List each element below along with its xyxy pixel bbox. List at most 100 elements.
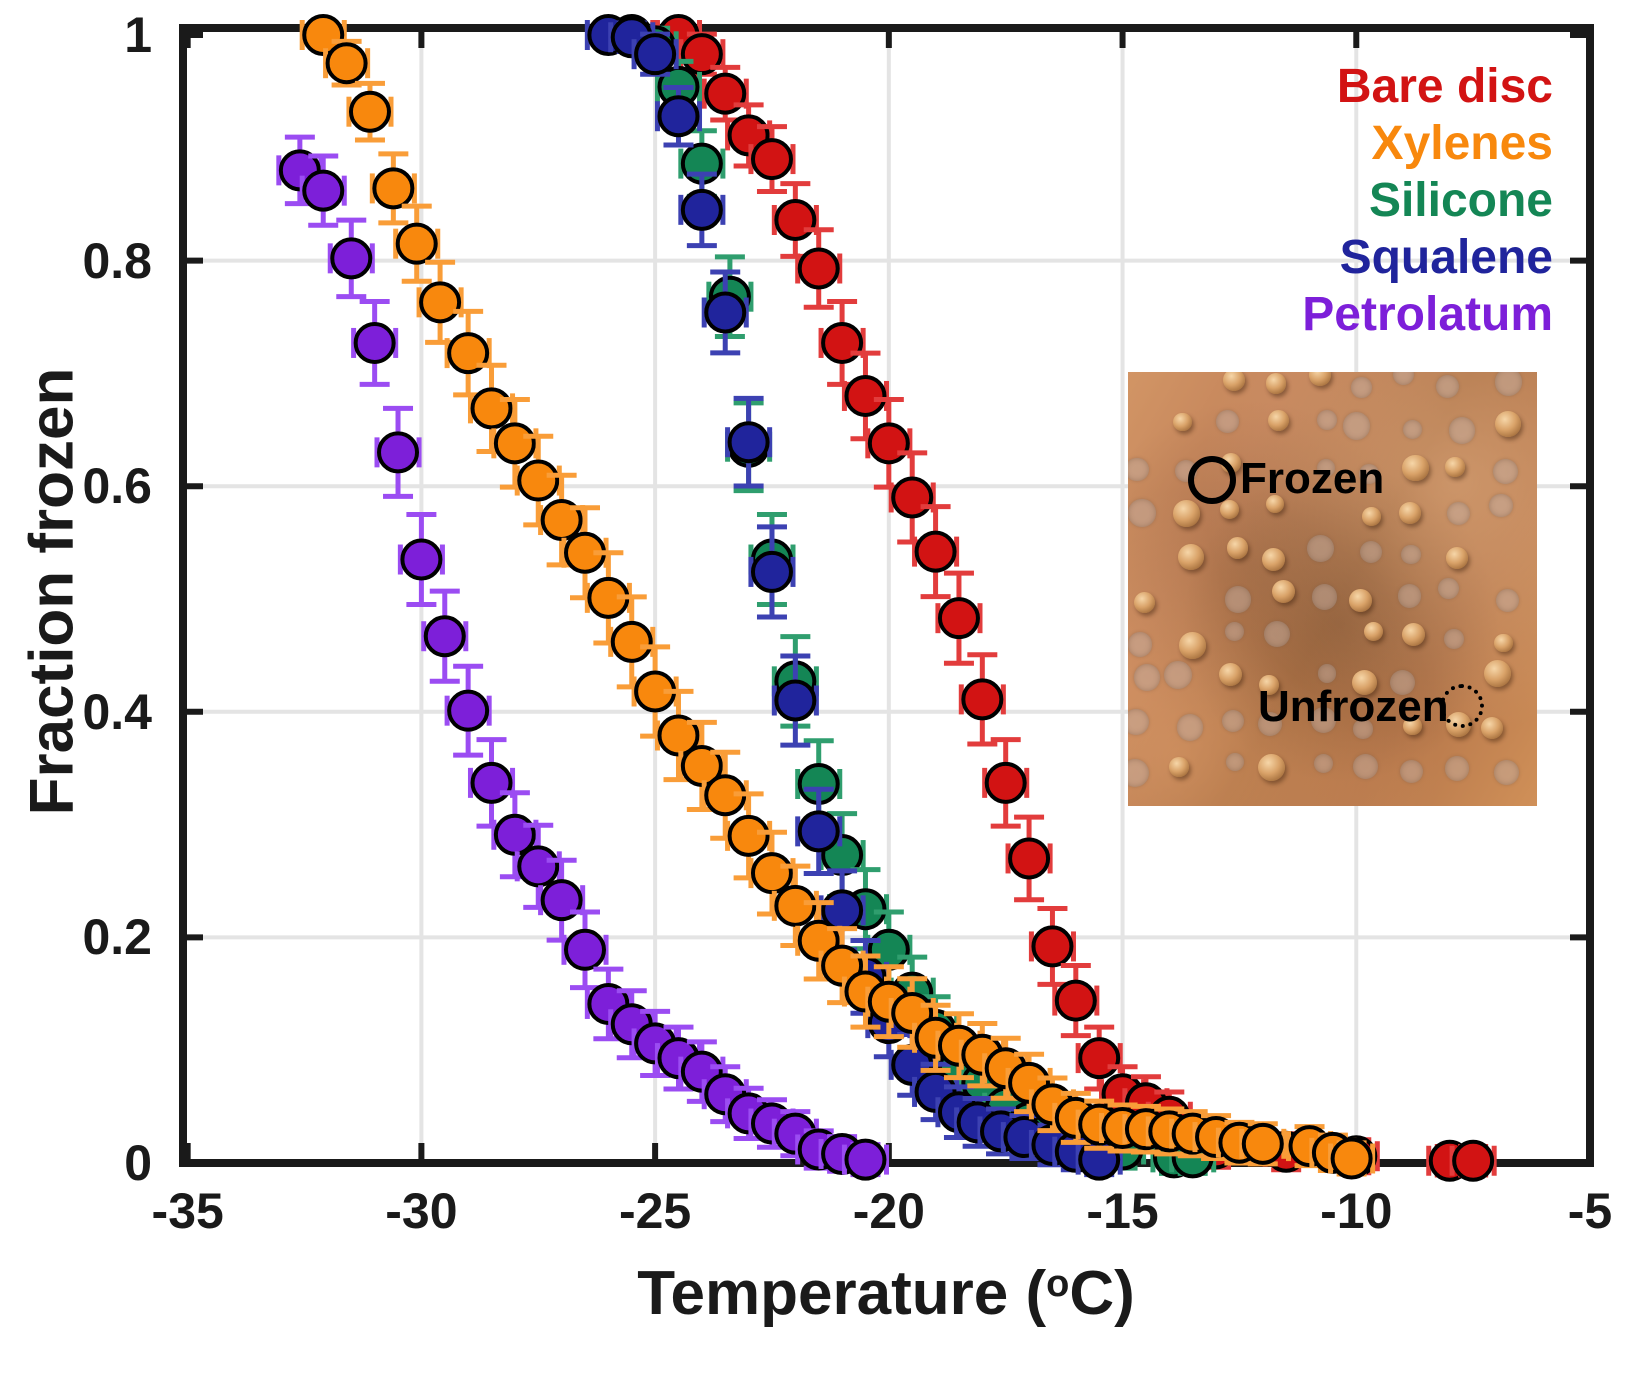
- data-point-bare_disc: [867, 422, 910, 465]
- unfrozen-droplet: [1444, 628, 1464, 649]
- unfrozen-droplet: [1489, 494, 1513, 518]
- data-point-bare_disc: [1031, 925, 1074, 968]
- frozen-droplet: [1219, 499, 1240, 520]
- frozen-droplet: [1401, 622, 1425, 646]
- inset-photo-copper-disc: Frozen Unfrozen: [1128, 372, 1537, 806]
- unfrozen-droplet: [1313, 754, 1334, 774]
- unfrozen-droplet: [1494, 372, 1522, 396]
- legend-item-squalene: Squalene: [1339, 231, 1553, 284]
- data-point-bare_disc: [937, 597, 980, 640]
- data-point-petrolatum: [564, 928, 606, 971]
- data-point-bare_disc: [961, 678, 1004, 721]
- data-point-petrolatum: [470, 761, 513, 804]
- x-axis-title-prefix: Temperature (: [637, 1259, 1047, 1328]
- frozen-droplet: [1271, 579, 1296, 604]
- frozen-droplet: [1364, 621, 1384, 641]
- unfrozen-droplet: [1358, 463, 1380, 485]
- unfrozen-droplet: [1128, 499, 1156, 527]
- data-point-xylenes: [325, 42, 368, 85]
- unfrozen-droplet: [1263, 621, 1290, 648]
- x-tick-label: -30: [385, 1183, 458, 1239]
- unfrozen-droplet: [1401, 544, 1421, 565]
- unfrozen-droplet: [1128, 758, 1150, 787]
- unfrozen-circle-marker: [1440, 684, 1484, 728]
- legend-item-xylenes: Xylenes: [1371, 117, 1553, 170]
- unfrozen-droplet: [1438, 578, 1460, 600]
- legend-item-silicone: Silicone: [1368, 174, 1553, 227]
- unfrozen-droplet: [1311, 707, 1337, 733]
- data-point-petrolatum: [353, 321, 396, 364]
- data-point-petrolatum: [400, 538, 443, 581]
- data-point-bare_disc: [914, 530, 957, 573]
- frozen-droplet: [1133, 591, 1155, 614]
- data-point-xylenes: [372, 167, 415, 210]
- frozen-droplet: [1169, 756, 1189, 777]
- data-point-bare_disc: [750, 138, 793, 181]
- data-point-xylenes: [610, 620, 653, 663]
- legend-item-bare-disc: Bare disc: [1336, 60, 1553, 113]
- data-point-bare_disc: [1078, 1037, 1121, 1080]
- unfrozen-droplet: [1389, 669, 1415, 696]
- data-point-squalene: [634, 33, 677, 76]
- data-point-xylenes: [493, 422, 536, 465]
- unfrozen-droplet: [1447, 502, 1471, 526]
- unfrozen-droplet: [1176, 713, 1204, 741]
- unfrozen-droplet: [1225, 753, 1244, 772]
- unfrozen-droplet: [1128, 457, 1149, 482]
- data-point-bare_disc: [891, 476, 934, 519]
- frozen-droplet: [1267, 409, 1290, 432]
- data-point-bare_disc: [984, 761, 1027, 804]
- frozen-droplet: [1261, 547, 1286, 572]
- legend-item-petrolatum: Petrolatum: [1302, 288, 1553, 341]
- series-petrolatum: [276, 134, 889, 1181]
- y-tick-label: 0: [124, 1135, 152, 1191]
- x-tick-label: -15: [1086, 1183, 1159, 1239]
- data-point-squalene: [680, 188, 723, 231]
- frozen-droplet: [1218, 662, 1242, 686]
- data-point-petrolatum: [377, 431, 420, 474]
- x-tick-label: -10: [1320, 1183, 1393, 1239]
- unfrozen-droplet: [1343, 412, 1371, 440]
- data-point-bare_disc: [1054, 979, 1097, 1022]
- data-point-bare_disc: [844, 374, 887, 417]
- data-point-bare_disc: [821, 321, 864, 364]
- frozen-droplet: [1173, 500, 1200, 527]
- data-point-squalene: [657, 95, 700, 138]
- frozen-droplet: [1399, 501, 1421, 524]
- unfrozen-droplet: [1307, 535, 1335, 563]
- unfrozen-droplet: [1222, 709, 1245, 732]
- frozen-circle-marker: [1188, 456, 1236, 504]
- y-tick-label: 0.6: [82, 458, 152, 515]
- x-tick-label: -25: [618, 1183, 692, 1239]
- x-tick-label: -35: [151, 1183, 224, 1239]
- unfrozen-droplet: [1128, 632, 1153, 658]
- unfrozen-droplet: [1163, 660, 1192, 689]
- frozen-droplet: [1494, 634, 1513, 653]
- unfrozen-droplet: [1494, 760, 1520, 786]
- frozen-droplet: [1173, 412, 1192, 431]
- unfrozen-droplet: [1359, 540, 1383, 564]
- unfrozen-droplet: [1133, 664, 1161, 691]
- frozen-label: Frozen: [1240, 454, 1385, 503]
- data-point-squalene: [774, 679, 817, 722]
- data-point-squalene: [704, 291, 747, 334]
- frozen-droplet: [1259, 675, 1279, 695]
- unfrozen-droplet: [1351, 377, 1372, 398]
- unfrozen-droplet: [1312, 584, 1338, 610]
- frozen-droplet: [1226, 537, 1249, 559]
- frozen-droplet: [1446, 546, 1468, 569]
- x-tick-label: -5: [1567, 1183, 1613, 1239]
- y-tick-label: 0.8: [82, 232, 152, 289]
- unfrozen-droplet: [1353, 719, 1373, 739]
- frozen-droplet: [1179, 632, 1206, 659]
- unfrozen-droplet: [1216, 410, 1239, 434]
- x-tick-label: -20: [852, 1183, 925, 1239]
- series-xylenes: [299, 14, 1376, 1180]
- unfrozen-droplet: [1393, 372, 1415, 385]
- x-axis-title: Temperature (oC): [637, 1258, 1134, 1329]
- frozen-droplet: [1309, 372, 1332, 386]
- frozen-droplet: [1480, 716, 1504, 740]
- data-point-xylenes: [727, 814, 770, 857]
- unfrozen-droplet: [1128, 708, 1150, 735]
